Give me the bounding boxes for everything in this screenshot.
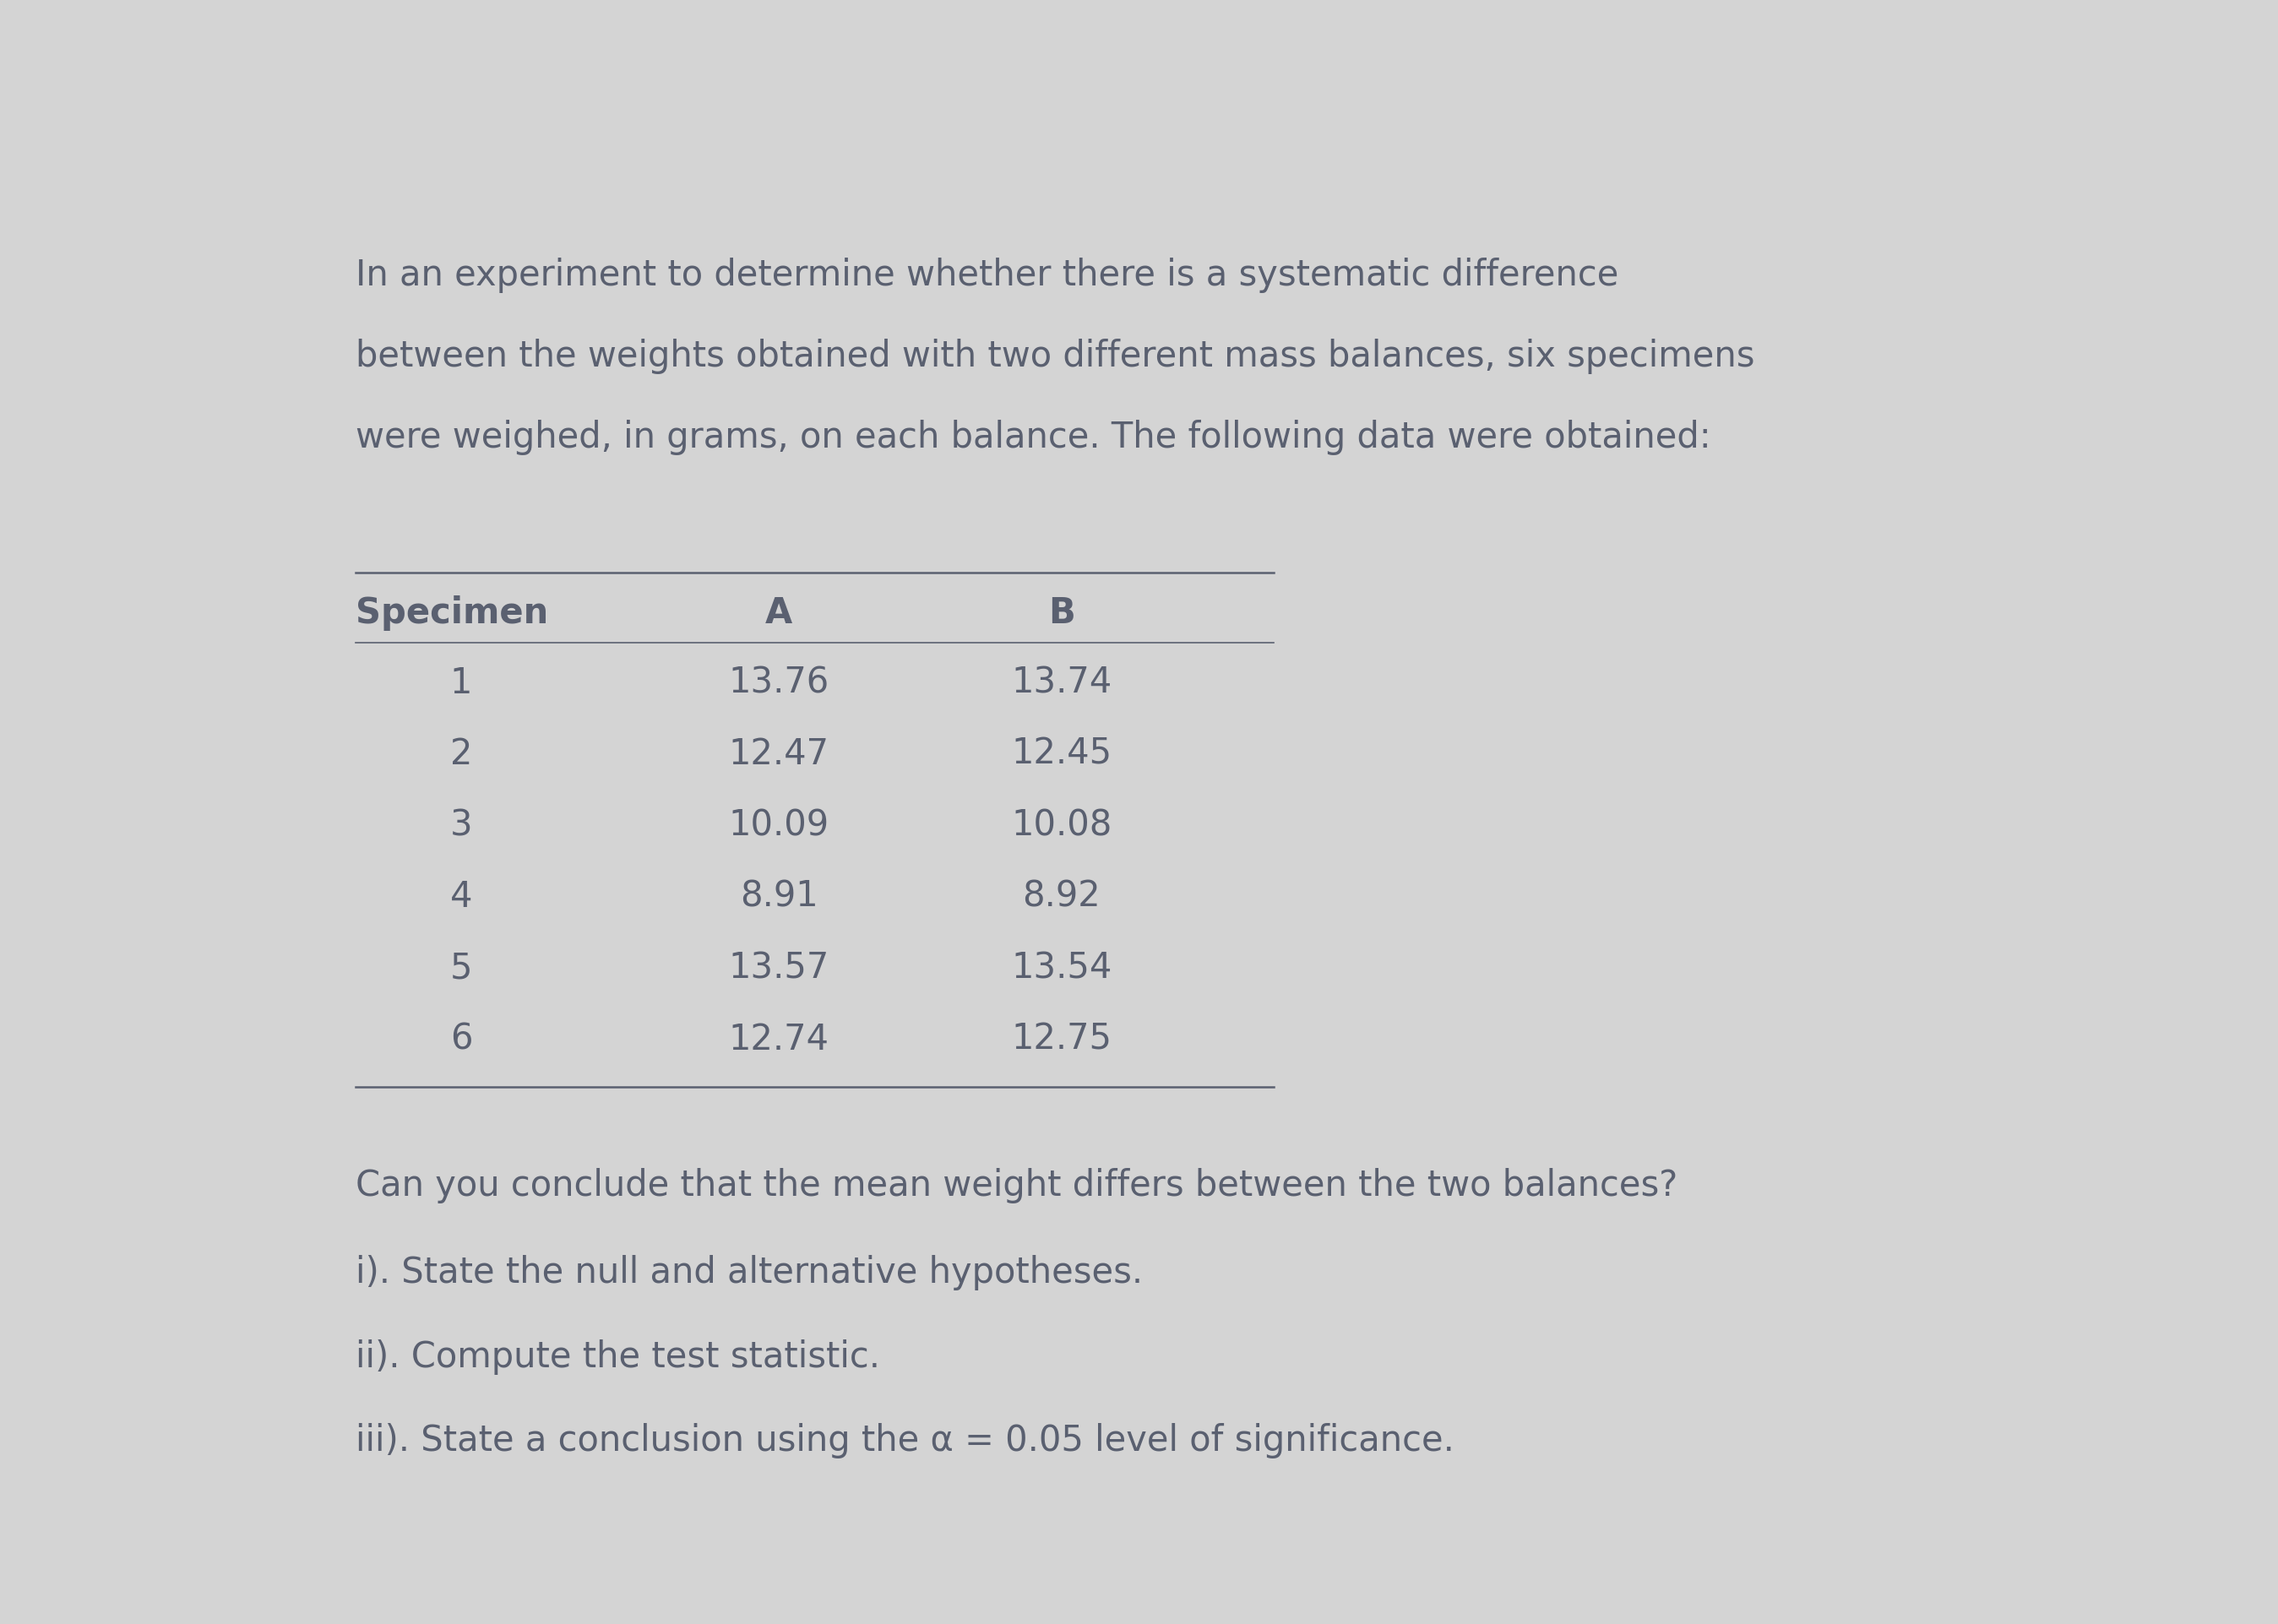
- Text: 13.76: 13.76: [729, 666, 829, 700]
- Text: 13.54: 13.54: [1011, 950, 1112, 986]
- Text: 2: 2: [451, 736, 472, 771]
- Text: In an experiment to determine whether there is a systematic difference: In an experiment to determine whether th…: [355, 257, 1617, 292]
- Text: 5: 5: [451, 950, 472, 986]
- Text: 8.92: 8.92: [1023, 879, 1100, 914]
- Text: 3: 3: [451, 807, 472, 843]
- Text: iii). State a conclusion using the α = 0.05 level of significance.: iii). State a conclusion using the α = 0…: [355, 1423, 1453, 1458]
- Text: 12.45: 12.45: [1011, 736, 1112, 771]
- Text: 12.47: 12.47: [729, 736, 829, 771]
- Text: 8.91: 8.91: [740, 879, 818, 914]
- Text: 13.57: 13.57: [729, 950, 829, 986]
- Text: 13.74: 13.74: [1011, 666, 1112, 700]
- Text: Can you conclude that the mean weight differs between the two balances?: Can you conclude that the mean weight di…: [355, 1168, 1677, 1203]
- Text: 4: 4: [451, 879, 472, 914]
- Text: 6: 6: [451, 1021, 472, 1057]
- Text: 12.74: 12.74: [729, 1021, 829, 1057]
- Text: 10.09: 10.09: [729, 807, 829, 843]
- Text: between the weights obtained with two different mass balances, six specimens: between the weights obtained with two di…: [355, 339, 1754, 374]
- Text: 10.08: 10.08: [1011, 807, 1112, 843]
- Text: 12.75: 12.75: [1011, 1021, 1112, 1057]
- Text: were weighed, in grams, on each balance. The following data were obtained:: were weighed, in grams, on each balance.…: [355, 421, 1711, 455]
- Text: ii). Compute the test statistic.: ii). Compute the test statistic.: [355, 1340, 879, 1374]
- Text: A: A: [765, 594, 793, 630]
- Text: i). State the null and alternative hypotheses.: i). State the null and alternative hypot…: [355, 1255, 1144, 1291]
- Text: Specimen: Specimen: [355, 594, 549, 630]
- Text: B: B: [1048, 594, 1075, 630]
- Text: 1: 1: [451, 666, 472, 700]
